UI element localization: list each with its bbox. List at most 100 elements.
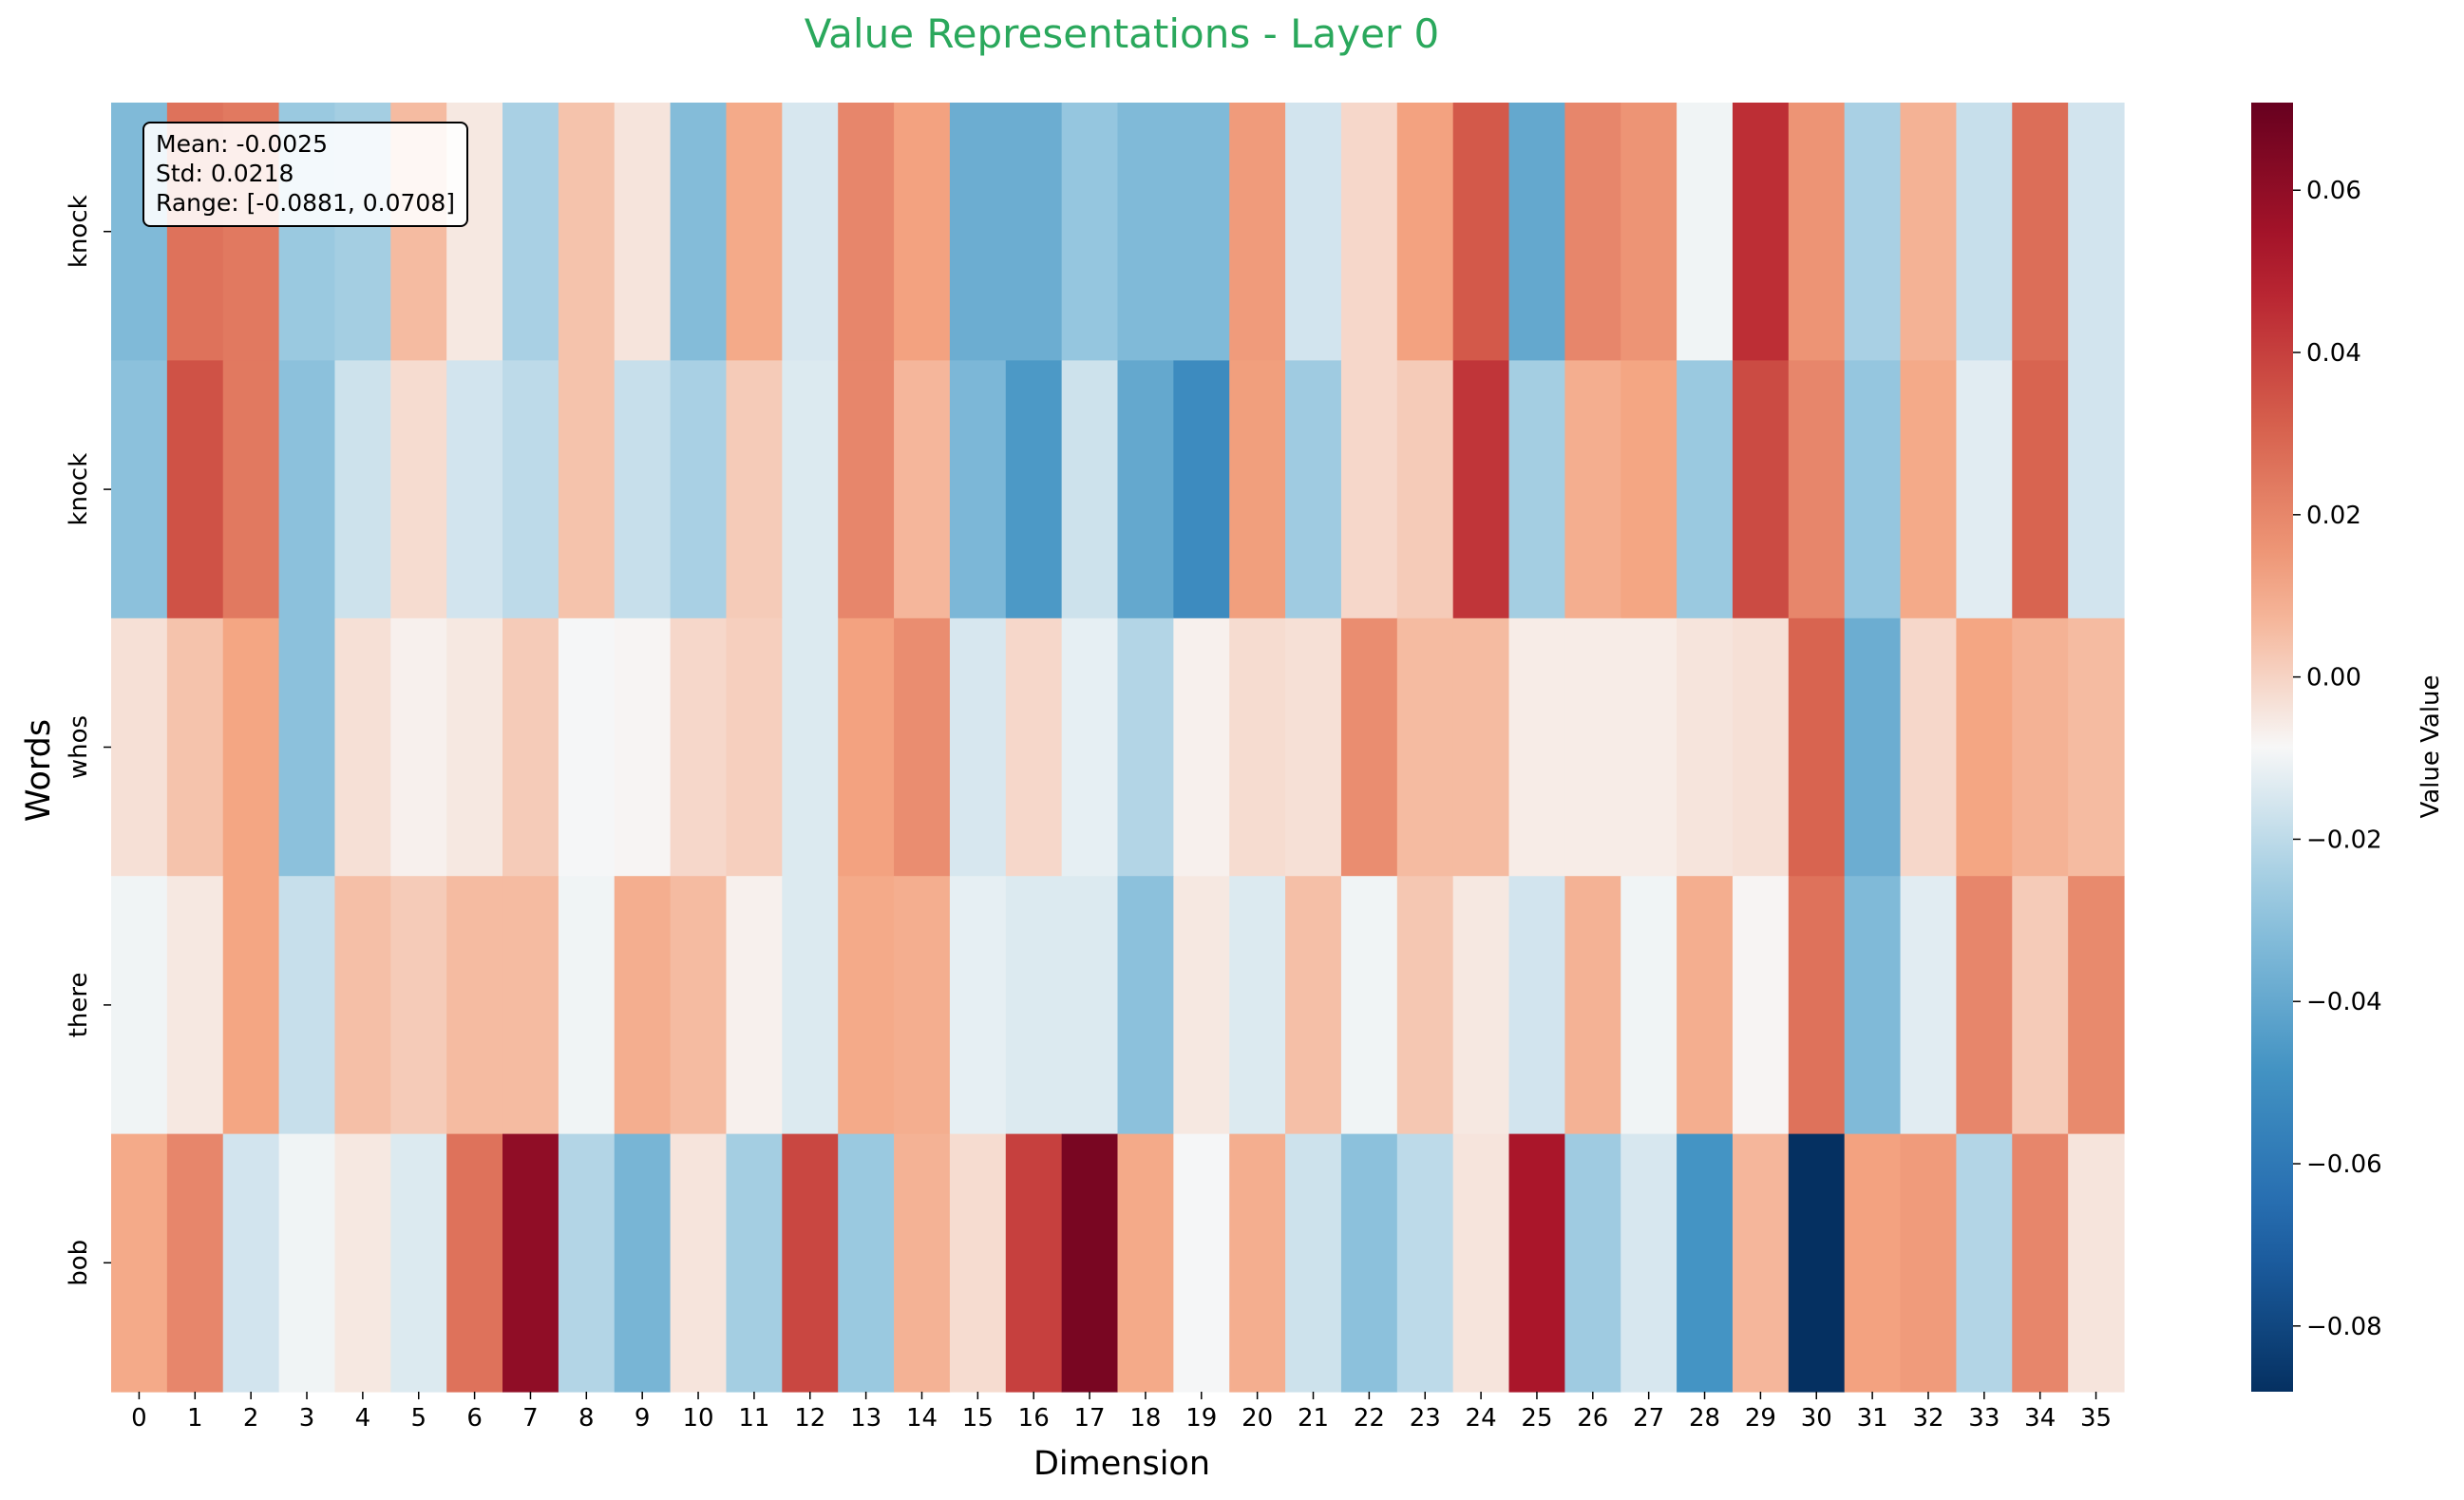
heatmap-cell [1508, 617, 1565, 877]
heatmap-cell [670, 103, 728, 361]
heatmap-cell [1173, 876, 1230, 1135]
heatmap-cell [1173, 360, 1230, 619]
heatmap-cell [2068, 876, 2125, 1135]
heatmap-cell [111, 1133, 168, 1393]
heatmap-cell [1900, 617, 1958, 877]
heatmap-cell [1900, 103, 1958, 361]
heatmap-cell [1340, 103, 1398, 361]
heatmap-cell [166, 617, 224, 877]
heatmap-cell [949, 103, 1007, 361]
x-tick-label: 32 [1912, 1404, 1943, 1433]
heatmap-cell [1117, 103, 1174, 361]
y-tick-label: knock [65, 195, 93, 268]
heatmap-cell [1677, 876, 1734, 1135]
heatmap-cell [1452, 617, 1510, 877]
heatmap-cell [894, 103, 951, 361]
heatmap-cell [1396, 617, 1454, 877]
heatmap-cell [894, 1133, 951, 1393]
x-tick-label: 30 [1801, 1404, 1832, 1433]
heatmap-cell [1564, 617, 1621, 877]
heatmap-cell [334, 876, 391, 1135]
heatmap-cell [334, 617, 391, 877]
x-tick-label: 12 [794, 1404, 825, 1433]
colorbar-tick-label: −0.02 [2306, 826, 2382, 854]
heatmap-cell [446, 617, 503, 877]
heatmap-cell [949, 360, 1007, 619]
y-tick-label: whos [65, 715, 93, 779]
heatmap-cell [1956, 617, 2013, 877]
x-tick-label: 21 [1298, 1404, 1329, 1433]
heatmap-cell [726, 1133, 783, 1393]
x-tick-label: 2 [243, 1404, 259, 1433]
heatmap-cell [1229, 617, 1286, 877]
colorbar-tick-label: −0.06 [2306, 1150, 2382, 1179]
heatmap-cell [1396, 360, 1454, 619]
heatmap-cell [1285, 1133, 1342, 1393]
heatmap-cell [1677, 1133, 1734, 1393]
heatmap-cell [726, 103, 783, 361]
x-tick-label: 28 [1689, 1404, 1720, 1433]
heatmap-cell [558, 1133, 616, 1393]
heatmap-cell [1285, 360, 1342, 619]
x-tick-label: 4 [355, 1404, 371, 1433]
heatmap-cell [1005, 876, 1063, 1135]
x-tick-label: 23 [1410, 1404, 1441, 1433]
x-tick-label: 15 [962, 1404, 994, 1433]
heatmap-cell [1844, 360, 1902, 619]
heatmap-cell [222, 617, 280, 877]
heatmap-cell [1788, 360, 1846, 619]
heatmap-cell [614, 103, 672, 361]
heatmap-cell [949, 617, 1007, 877]
x-tick-label: 33 [1968, 1404, 2000, 1433]
heatmap-cell [111, 876, 168, 1135]
heatmap-cell [502, 1133, 559, 1393]
heatmap-cell [1732, 360, 1790, 619]
heatmap-cell [614, 1133, 672, 1393]
x-tick-label: 18 [1129, 1404, 1161, 1433]
x-tick-label: 22 [1354, 1404, 1385, 1433]
heatmap-cell [2068, 617, 2125, 877]
heatmap-cell [614, 876, 672, 1135]
heatmap-cell [446, 876, 503, 1135]
heatmap-cell [1677, 360, 1734, 619]
heatmap-cell [558, 103, 616, 361]
y-tick-label: knock [65, 453, 93, 526]
heatmap-cell [502, 617, 559, 877]
heatmap-cell [1732, 103, 1790, 361]
heatmap-cell [278, 876, 336, 1135]
heatmap-cell [334, 1133, 391, 1393]
heatmap-cell [1788, 1133, 1846, 1393]
heatmap-cell [1621, 617, 1677, 877]
colorbar-tick-label: 0.00 [2306, 664, 2361, 693]
heatmap-cell [166, 876, 224, 1135]
heatmap-cell [1621, 876, 1677, 1135]
heatmap-cell [502, 876, 559, 1135]
heatmap-cell [1340, 360, 1398, 619]
heatmap-cell [726, 360, 783, 619]
heatmap-cell [558, 876, 616, 1135]
heatmap-cell [1844, 103, 1902, 361]
stats-mean: Mean: -0.0025 [156, 130, 328, 158]
colorbar-tick-label: 0.04 [2306, 339, 2361, 368]
x-axis-label: Dimension [1033, 1445, 1210, 1483]
heatmap-cell [1844, 1133, 1902, 1393]
x-tick-label: 26 [1577, 1404, 1608, 1433]
heatmap-cell [558, 617, 616, 877]
heatmap-cell [1732, 1133, 1790, 1393]
heatmap-cell [614, 360, 672, 619]
heatmap-cell [1340, 617, 1398, 877]
heatmap-cell [1173, 617, 1230, 877]
heatmap-cell [726, 617, 783, 877]
x-tick-label: 1 [187, 1404, 203, 1433]
x-tick-label: 13 [850, 1404, 881, 1433]
heatmap-cell [2012, 1133, 2069, 1393]
heatmap-cell [1061, 103, 1119, 361]
heatmap-cell [782, 1133, 839, 1393]
heatmap-cell [670, 360, 728, 619]
colorbar-tick-label: 0.06 [2306, 177, 2361, 205]
heatmap-cell [1900, 360, 1958, 619]
heatmap-cell [1508, 360, 1565, 619]
heatmap-cell [1061, 876, 1119, 1135]
heatmap-cell [726, 876, 783, 1135]
